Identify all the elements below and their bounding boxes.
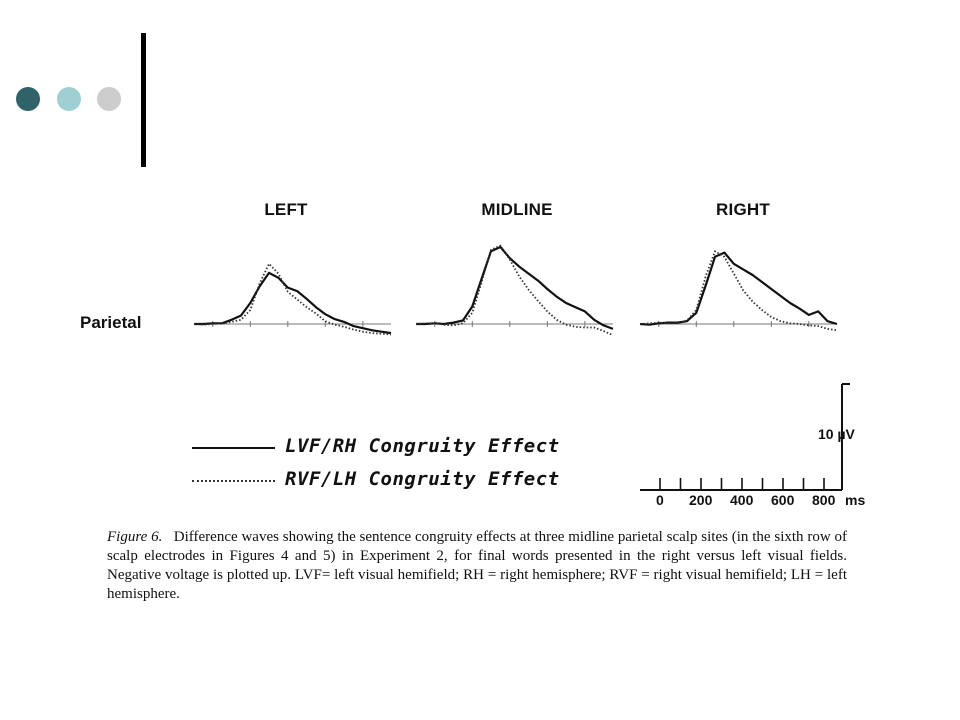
scale-bars (640, 383, 850, 491)
waveform-rvf-lh (415, 244, 614, 337)
time-tick-label: 200 (689, 492, 713, 508)
legend-swatch-solid (192, 447, 275, 449)
voltage-scale-label: 10 µV (818, 426, 855, 442)
waveform-rvf-lh (639, 250, 838, 332)
waveform-panel-midline (415, 244, 614, 337)
legend-label-lvf-rh: LVF/RH Congruity Effect (285, 435, 560, 457)
panel-title-left: LEFT (264, 200, 308, 219)
waveform-panel-left (193, 262, 392, 336)
panel-title-right: RIGHT (716, 200, 770, 219)
waveform-lvf-rh (194, 271, 392, 335)
legend-label-rvf-lh: RVF/LH Congruity Effect (285, 468, 560, 490)
decor-vertical-bar (141, 33, 146, 167)
waveform-lvf-rh (639, 251, 838, 326)
panel-title-midline: MIDLINE (481, 200, 553, 219)
time-tick-label: 0 (656, 492, 664, 508)
decor-dot-teal (57, 87, 81, 111)
row-label-parietal: Parietal (80, 313, 142, 332)
caption-figure-label: Figure 6. (107, 529, 163, 545)
time-tick-label: 400 (730, 492, 754, 508)
waveform-rvf-lh (193, 262, 392, 336)
caption-text: Difference waves showing the sentence co… (107, 529, 848, 602)
legend-swatch-dotted (192, 480, 275, 482)
time-axis-unit: ms (845, 492, 866, 508)
decor-dot-gray (97, 87, 121, 111)
waveform-lvf-rh (416, 245, 614, 330)
time-tick-label: 800 (812, 492, 836, 508)
time-tick-label: 600 (771, 492, 795, 508)
decor-dot-dark (16, 87, 40, 111)
waveform-panel-right (639, 250, 838, 332)
figure-caption: Figure 6. Difference waves showing the s… (107, 528, 847, 604)
